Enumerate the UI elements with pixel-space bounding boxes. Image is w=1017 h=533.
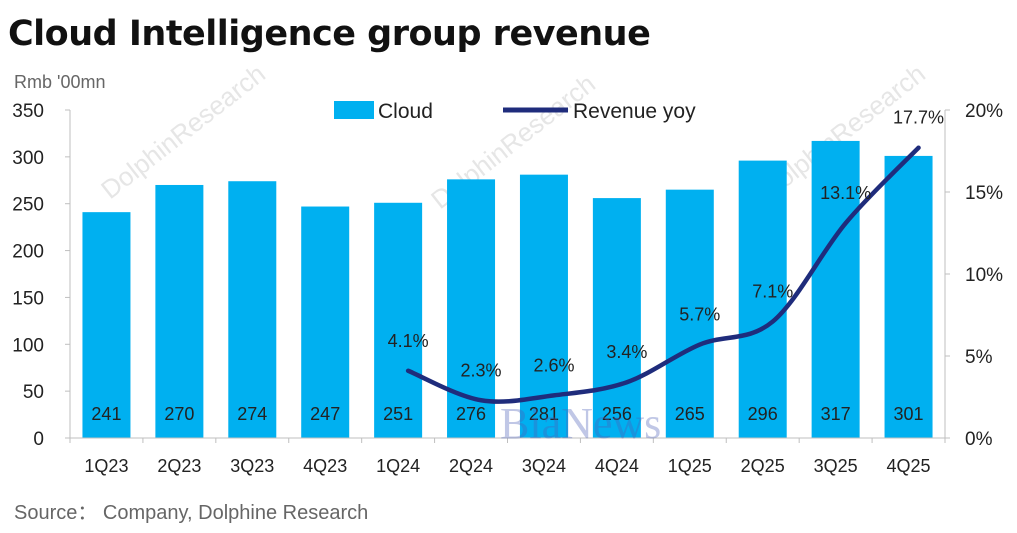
- x-tick-label: 4Q24: [595, 456, 639, 476]
- bar: [301, 206, 350, 438]
- y-left-tick-label: 300: [12, 148, 44, 169]
- bar-value-label: 317: [821, 404, 851, 424]
- x-tick-label: 3Q25: [814, 456, 858, 476]
- bar-value-label: 296: [748, 404, 778, 424]
- bar-value-label: 270: [164, 404, 194, 424]
- x-tick-label: 1Q25: [668, 456, 712, 476]
- bar-value-label: 276: [456, 404, 486, 424]
- axes: 0 50 100 150 200 250 300 350 0% 5% 10% 15% 20% 1Q23 2Q…: [12, 101, 1003, 476]
- bar-value-label: 247: [310, 404, 340, 424]
- bar: [665, 189, 714, 438]
- bar: [447, 179, 496, 438]
- legend-label-cloud: Cloud: [378, 100, 433, 123]
- x-tick-label: 2Q24: [449, 456, 493, 476]
- y-right-tick-label: 5%: [965, 347, 993, 368]
- y-left-tick-label: 350: [12, 101, 44, 122]
- bar: [811, 140, 860, 438]
- y-right-tick-label: 10%: [965, 265, 1003, 286]
- bar-series: [82, 140, 933, 439]
- watermark: DolphinResearch DolphinResearch DolphinR…: [95, 58, 931, 214]
- line-point: [625, 380, 629, 384]
- y-right-tick-label: 15%: [965, 183, 1003, 204]
- bar: [82, 212, 131, 438]
- legend: Cloud Revenue yoy: [334, 100, 696, 123]
- bar-value-label: 274: [237, 404, 267, 424]
- bar: [884, 155, 933, 439]
- bar: [738, 160, 787, 438]
- line-point: [406, 369, 410, 373]
- y-left-tick-label: 150: [12, 288, 44, 309]
- line-value-label: 13.1%: [820, 183, 871, 203]
- unit-label: Rmb '00mn: [14, 72, 106, 92]
- bar-value-label: 265: [675, 404, 705, 424]
- line-value-label: 3.4%: [606, 342, 647, 362]
- watermark-overlay: BiaNews: [500, 399, 661, 448]
- y-right-tick-label: 0%: [965, 429, 993, 450]
- y-right-tick-label: 20%: [965, 101, 1003, 122]
- x-tick-label: 2Q23: [157, 456, 201, 476]
- x-tick-label: 1Q24: [376, 456, 420, 476]
- bar-value-labels: 241 270 274 247 251 276 281 256 265 296 317 301: [91, 404, 923, 424]
- line-value-label: 2.6%: [533, 355, 574, 375]
- line-value-label: 5.7%: [679, 305, 720, 325]
- y-left-tick-label: 0: [33, 429, 44, 450]
- line-point: [771, 320, 775, 324]
- bar-value-label: 256: [602, 404, 632, 424]
- y-left-tick-label: 50: [23, 382, 44, 403]
- x-tick-label: 1Q23: [84, 456, 128, 476]
- bar: [228, 181, 277, 439]
- x-tick-label: 4Q23: [303, 456, 347, 476]
- x-tick-label: 3Q23: [230, 456, 274, 476]
- bar-value-label: 301: [894, 404, 924, 424]
- bar: [592, 198, 641, 438]
- y-left-tick-label: 200: [12, 242, 44, 263]
- bar-value-label: 281: [529, 404, 559, 424]
- bar: [155, 184, 204, 438]
- legend-swatch-cloud: [334, 101, 374, 119]
- bar: [374, 202, 423, 438]
- line-point: [479, 398, 483, 402]
- legend-label-revenue-yoy: Revenue yoy: [573, 100, 696, 123]
- line-value-label: 17.7%: [893, 108, 944, 128]
- line-value-label: 7.1%: [752, 282, 793, 302]
- line-series: [405, 145, 921, 404]
- line-value-labels: 4.1% 2.3% 2.6% 3.4% 5.7% 7.1% 13.1% 17.7%: [388, 108, 944, 381]
- x-tick-label: 2Q25: [741, 456, 785, 476]
- bar-value-label: 251: [383, 404, 413, 424]
- y-left-tick-label: 100: [12, 335, 44, 356]
- source-note: Source： Company, Dolphine Research: [14, 502, 369, 524]
- line-point: [552, 393, 556, 397]
- x-tick-label: 4Q25: [887, 456, 931, 476]
- line-point: [917, 146, 921, 150]
- y-left-tick-label: 250: [12, 195, 44, 216]
- chart-title: Cloud Intelligence group revenue: [8, 14, 651, 54]
- x-tick-label: 3Q24: [522, 456, 566, 476]
- bar-value-label: 241: [91, 404, 121, 424]
- line-point: [698, 343, 702, 347]
- line-point: [844, 221, 848, 225]
- line-value-label: 2.3%: [461, 360, 502, 380]
- line-value-label: 4.1%: [388, 331, 429, 351]
